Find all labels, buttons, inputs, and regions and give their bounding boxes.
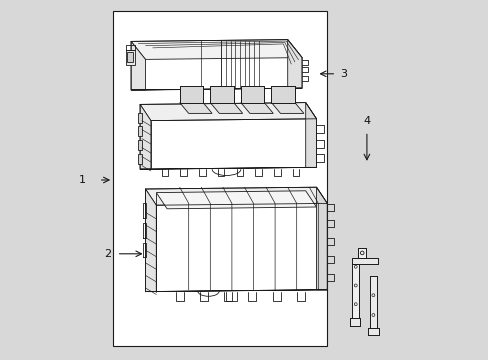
Polygon shape	[179, 103, 212, 113]
Polygon shape	[369, 276, 376, 329]
Text: 2: 2	[104, 249, 111, 259]
Polygon shape	[156, 191, 316, 209]
Polygon shape	[131, 88, 302, 90]
Polygon shape	[210, 86, 233, 103]
Polygon shape	[131, 41, 145, 90]
Polygon shape	[145, 187, 326, 205]
Polygon shape	[271, 103, 303, 113]
Bar	[113, 11, 326, 346]
Polygon shape	[271, 86, 294, 103]
Polygon shape	[287, 40, 302, 88]
Polygon shape	[241, 103, 273, 113]
Polygon shape	[145, 189, 156, 292]
Polygon shape	[316, 187, 326, 290]
Polygon shape	[131, 40, 302, 59]
Polygon shape	[127, 52, 133, 62]
Text: 4: 4	[363, 116, 370, 126]
Polygon shape	[140, 103, 316, 121]
Polygon shape	[140, 167, 316, 169]
Polygon shape	[305, 103, 316, 167]
Polygon shape	[241, 86, 264, 103]
Polygon shape	[138, 140, 142, 150]
Polygon shape	[138, 126, 142, 136]
Polygon shape	[352, 264, 358, 319]
Polygon shape	[145, 290, 326, 292]
Polygon shape	[210, 103, 242, 113]
Text: 1: 1	[79, 175, 86, 185]
Polygon shape	[179, 86, 203, 103]
Polygon shape	[125, 50, 134, 65]
Polygon shape	[138, 113, 142, 123]
Polygon shape	[357, 248, 366, 258]
Polygon shape	[349, 318, 359, 326]
Polygon shape	[138, 154, 142, 164]
Polygon shape	[367, 328, 379, 335]
Polygon shape	[140, 104, 151, 169]
Text: 3: 3	[339, 69, 346, 79]
Polygon shape	[351, 258, 377, 264]
